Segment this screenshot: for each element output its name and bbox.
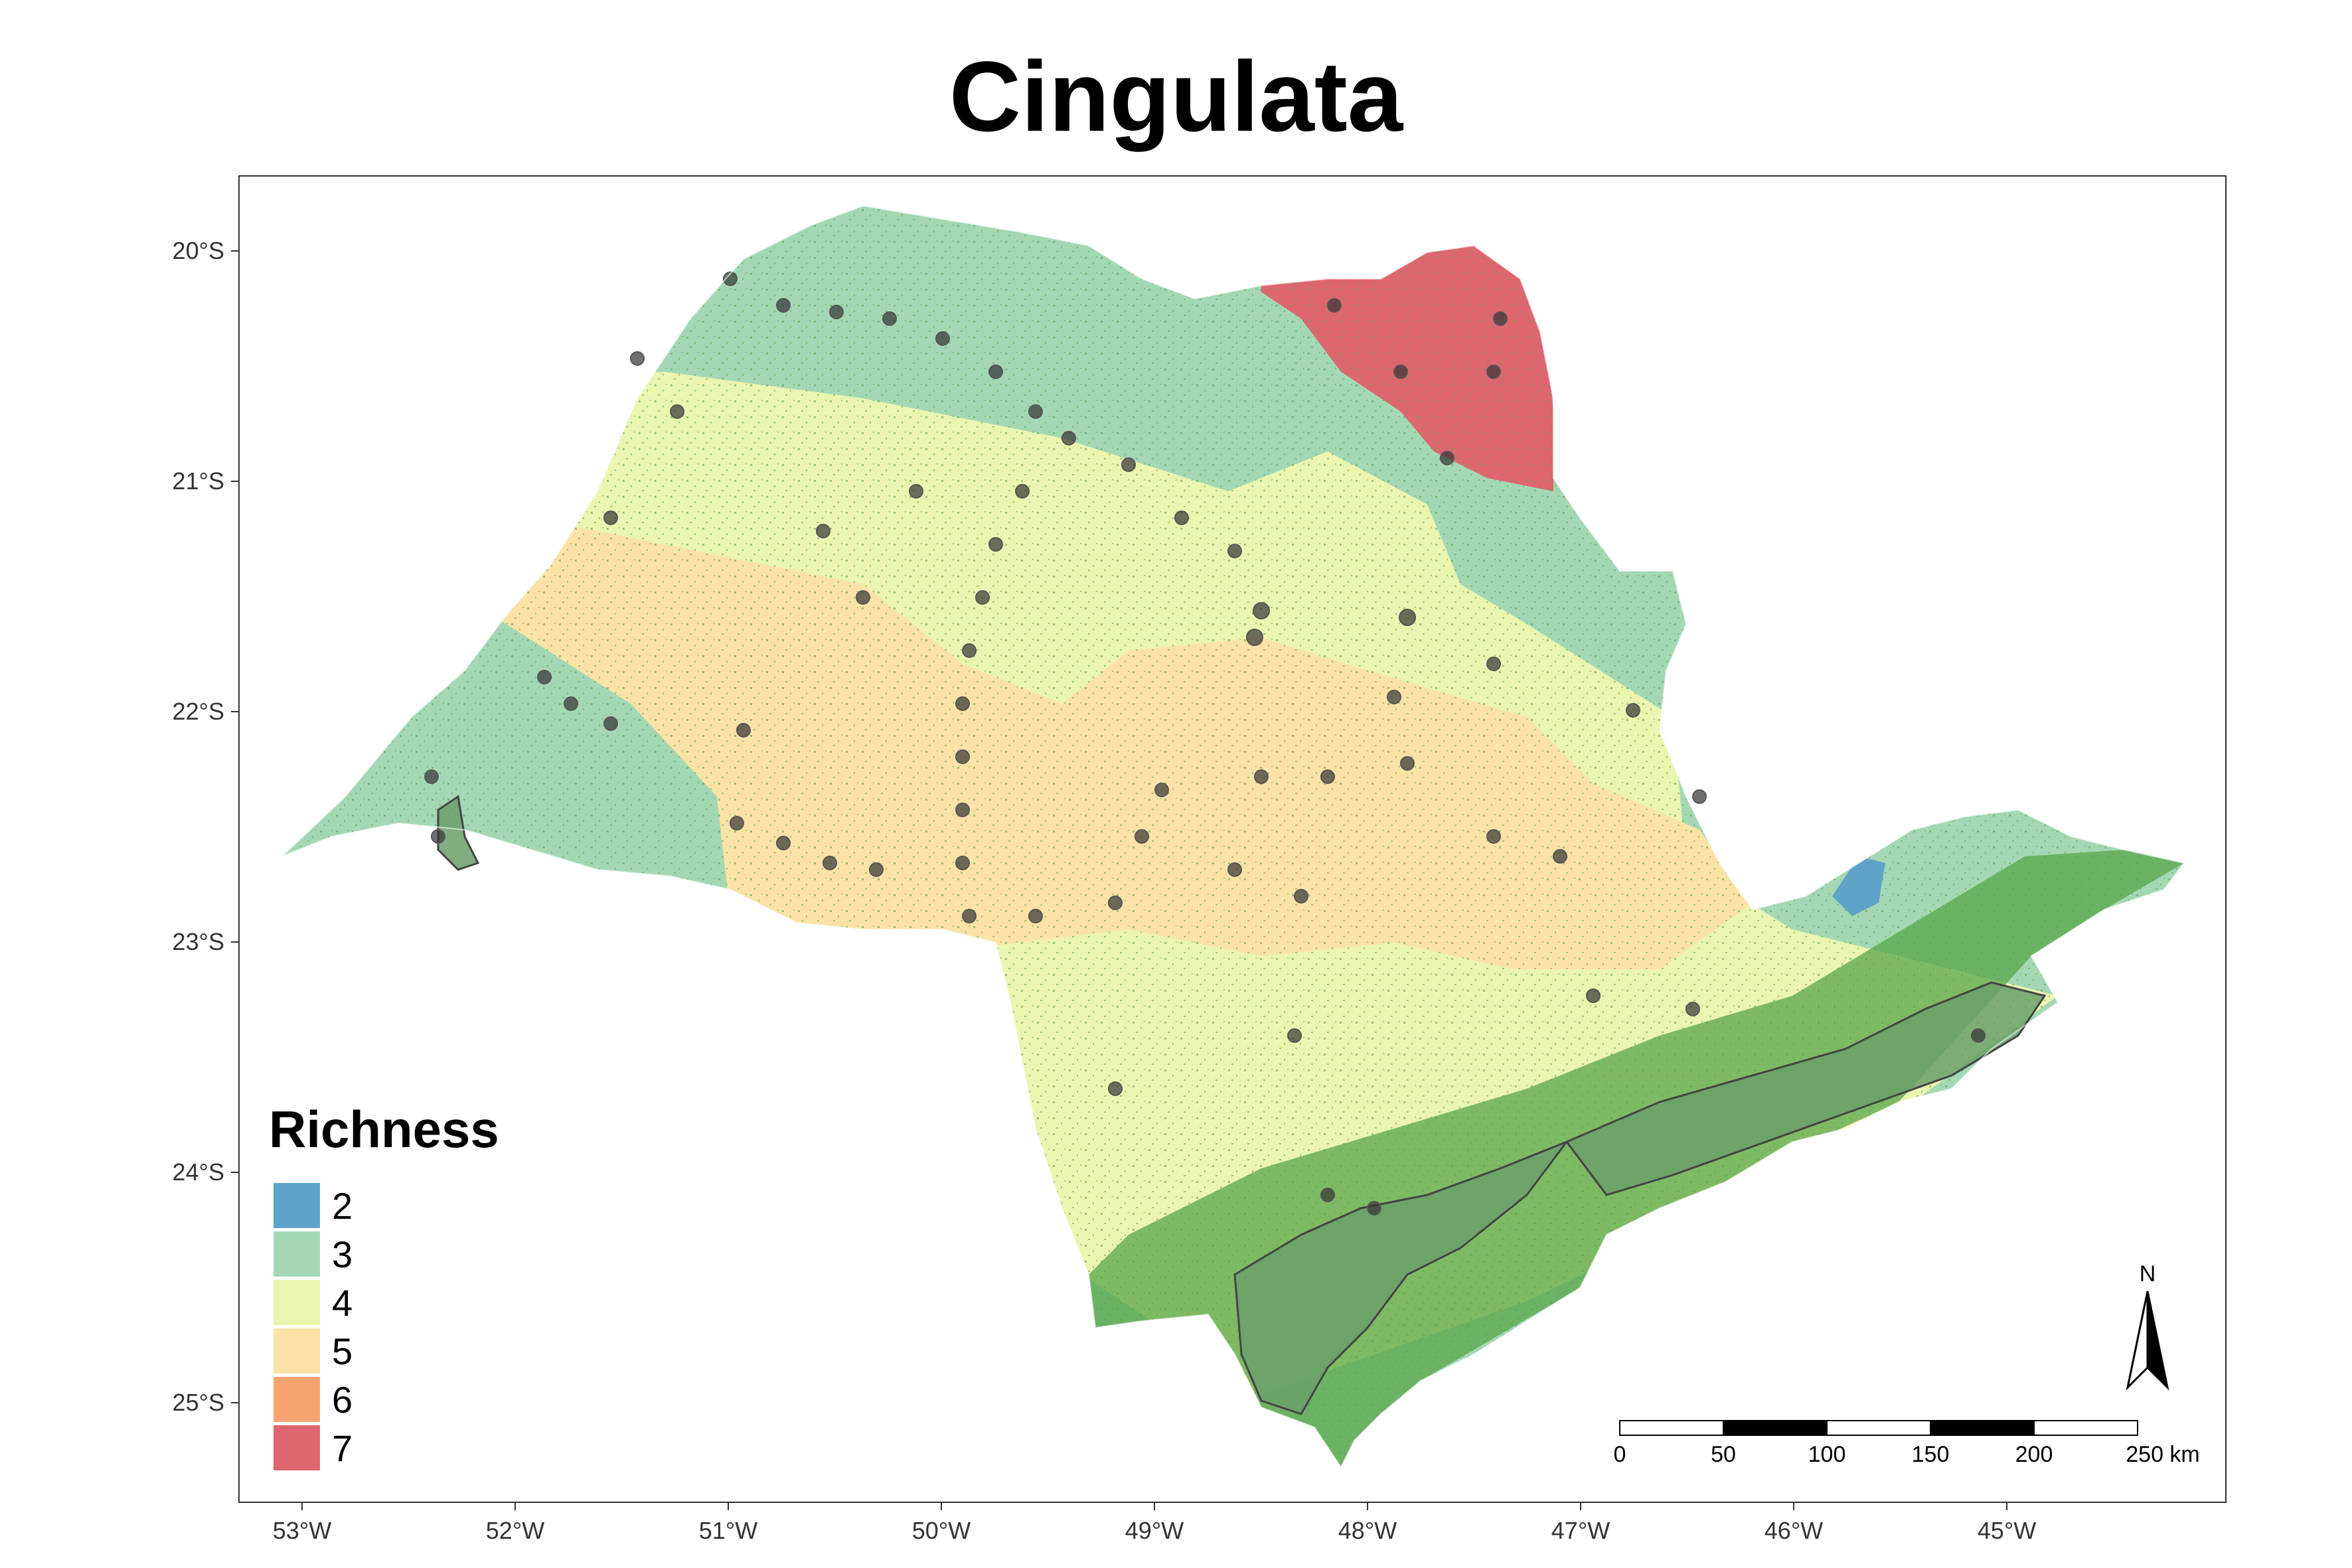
y-tick-label: 24°S <box>173 1158 224 1186</box>
legend-title: Richness <box>269 1100 499 1158</box>
x-tick-label: 46°W <box>1764 1517 1823 1544</box>
legend-label: 2 <box>332 1185 353 1227</box>
legend-swatch-4 <box>274 1280 320 1325</box>
y-tick-label: 21°S <box>173 467 224 495</box>
x-tick-label: 50°W <box>912 1517 971 1544</box>
north-arrow: N <box>2126 1261 2169 1391</box>
legend-label: 3 <box>332 1233 353 1275</box>
legend: Richness 2 3 4 5 6 7 <box>269 1100 499 1470</box>
scale-label: 0 <box>1614 1442 1626 1467</box>
x-tick-label: 53°W <box>273 1517 331 1544</box>
x-tick-label: 49°W <box>1125 1517 1184 1544</box>
legend-swatch-5 <box>274 1328 320 1373</box>
x-tick-label: 51°W <box>699 1517 757 1544</box>
scale-label: 200 <box>2015 1442 2053 1467</box>
legend-swatch-6 <box>274 1377 320 1422</box>
y-axis <box>231 250 239 1403</box>
scale-label: 250 km <box>2126 1442 2200 1467</box>
legend-label: 6 <box>332 1379 353 1421</box>
y-tick-label: 20°S <box>173 237 224 264</box>
legend-swatch-7 <box>274 1425 320 1470</box>
scale-label: 150 <box>1912 1442 1950 1467</box>
legend-label: 4 <box>332 1282 353 1324</box>
legend-swatch-3 <box>274 1231 320 1277</box>
map-title: Cingulata <box>949 40 1403 152</box>
protected-areas <box>437 795 2047 1415</box>
occurrence-points <box>424 272 1986 1215</box>
scale-label: 100 <box>1808 1442 1846 1467</box>
x-tick-label: 47°W <box>1551 1517 1610 1544</box>
legend-swatch-2 <box>274 1183 320 1228</box>
legend-label: 5 <box>332 1330 353 1372</box>
legend-label: 7 <box>332 1427 353 1469</box>
y-axis-labels: 20°S 21°S 22°S 23°S 24°S 25°S <box>173 237 224 1416</box>
x-axis <box>301 1502 2007 1510</box>
y-tick-label: 23°S <box>173 928 224 955</box>
x-tick-label: 45°W <box>1978 1517 2036 1544</box>
y-tick-label: 22°S <box>173 698 224 725</box>
scale-bar: 0 50 100 150 200 250 km <box>1614 1420 2200 1467</box>
y-tick-label: 25°S <box>173 1389 224 1416</box>
x-tick-label: 52°W <box>486 1517 544 1544</box>
x-tick-label: 48°W <box>1338 1517 1397 1544</box>
x-axis-labels: 53°W 52°W 51°W 50°W 49°W 48°W 47°W 46°W … <box>273 1517 2036 1544</box>
zone-richness-2-patch <box>1832 856 1885 916</box>
state-outline <box>281 204 2185 1468</box>
scale-label: 50 <box>1711 1442 1736 1467</box>
north-label: N <box>2140 1261 2156 1287</box>
